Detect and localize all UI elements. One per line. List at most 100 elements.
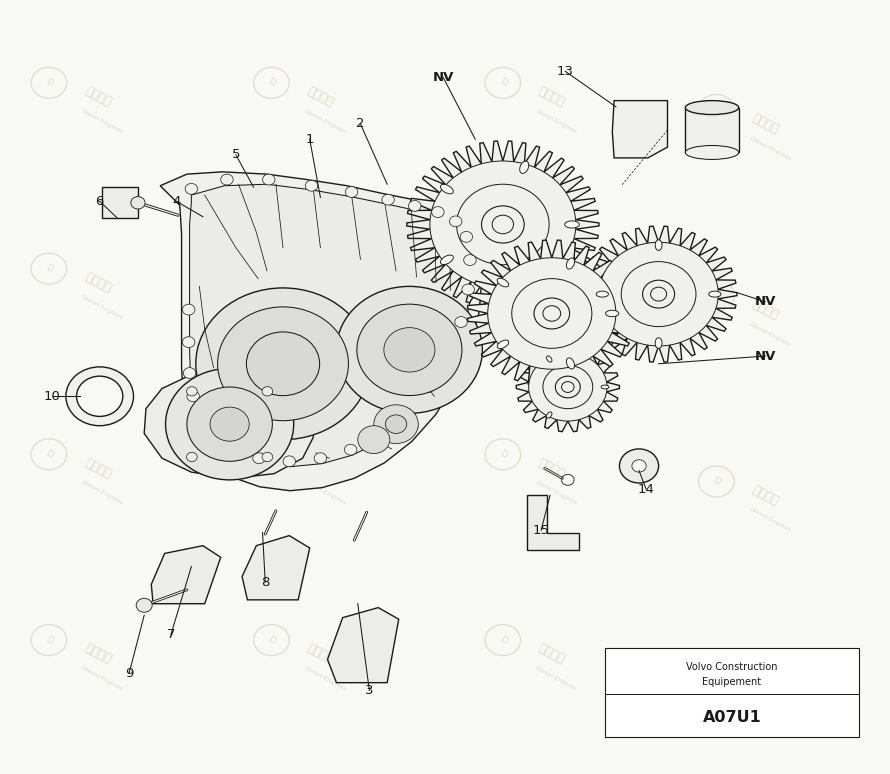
Circle shape [314, 453, 327, 464]
Circle shape [409, 200, 421, 211]
Circle shape [229, 444, 241, 454]
Text: 紫发动力: 紫发动力 [537, 456, 567, 481]
Circle shape [283, 456, 295, 467]
Polygon shape [160, 172, 485, 491]
Circle shape [196, 288, 370, 440]
Circle shape [651, 287, 667, 301]
Text: NV: NV [755, 296, 776, 308]
Text: Diesel-Engines: Diesel-Engines [303, 108, 346, 135]
Circle shape [253, 453, 265, 464]
Circle shape [182, 304, 195, 315]
Circle shape [384, 327, 435, 372]
Polygon shape [467, 240, 636, 387]
Ellipse shape [596, 291, 609, 297]
Text: Diesel-Engines: Diesel-Engines [748, 507, 791, 533]
Polygon shape [328, 608, 399, 683]
Circle shape [432, 207, 444, 217]
Text: D: D [44, 449, 54, 460]
Text: D: D [498, 449, 508, 460]
Circle shape [262, 452, 272, 461]
Circle shape [136, 598, 152, 612]
Text: 紫发动力: 紫发动力 [83, 270, 113, 295]
Text: 8: 8 [261, 576, 270, 588]
Text: Equipement: Equipement [702, 676, 762, 687]
Circle shape [345, 187, 358, 197]
Text: D: D [498, 635, 508, 646]
Text: D: D [266, 263, 277, 274]
Polygon shape [242, 536, 310, 600]
Ellipse shape [685, 101, 739, 115]
Text: 1: 1 [305, 133, 314, 146]
Circle shape [449, 216, 462, 227]
Circle shape [492, 215, 514, 234]
Ellipse shape [601, 385, 609, 389]
Circle shape [460, 231, 473, 242]
Text: 紫发动力: 紫发动力 [537, 270, 567, 295]
Text: 10: 10 [44, 390, 60, 402]
Text: D: D [711, 662, 722, 673]
Circle shape [336, 286, 482, 413]
Circle shape [488, 258, 616, 369]
Text: 紫发动力: 紫发动力 [750, 669, 781, 694]
Circle shape [221, 174, 233, 185]
Text: D: D [44, 263, 54, 274]
Text: D: D [266, 77, 277, 88]
Text: Diesel-Engines: Diesel-Engines [303, 294, 346, 320]
Ellipse shape [605, 310, 619, 317]
Ellipse shape [546, 356, 552, 362]
Text: Diesel-Engines: Diesel-Engines [303, 666, 346, 692]
Text: Diesel-Engines: Diesel-Engines [748, 321, 791, 348]
Circle shape [382, 194, 394, 205]
Text: 13: 13 [556, 65, 574, 77]
Circle shape [632, 460, 646, 472]
Text: D: D [266, 449, 277, 460]
Polygon shape [407, 141, 599, 308]
Text: 7: 7 [166, 628, 175, 641]
Circle shape [621, 262, 696, 327]
Polygon shape [580, 226, 737, 362]
Text: NV: NV [433, 71, 454, 84]
Ellipse shape [566, 258, 575, 269]
Circle shape [344, 444, 357, 455]
Ellipse shape [546, 412, 552, 418]
Circle shape [182, 337, 195, 348]
Polygon shape [516, 342, 619, 432]
Ellipse shape [655, 337, 662, 348]
Circle shape [543, 365, 593, 409]
Circle shape [185, 183, 198, 194]
Text: 6: 6 [95, 195, 104, 207]
Polygon shape [612, 101, 668, 158]
Ellipse shape [655, 240, 662, 251]
Text: Diesel-Engines: Diesel-Engines [81, 480, 124, 506]
Ellipse shape [520, 276, 529, 288]
Ellipse shape [566, 358, 575, 369]
Circle shape [481, 206, 524, 243]
Ellipse shape [498, 340, 509, 348]
Text: A07U1: A07U1 [702, 710, 762, 724]
Text: 15: 15 [532, 524, 550, 536]
Ellipse shape [441, 184, 453, 194]
Text: Diesel-Engines: Diesel-Engines [535, 480, 578, 506]
Circle shape [305, 180, 318, 191]
Circle shape [441, 349, 453, 360]
Circle shape [373, 430, 385, 440]
Circle shape [66, 367, 134, 426]
Polygon shape [527, 495, 578, 550]
Ellipse shape [498, 279, 509, 287]
Circle shape [385, 415, 407, 433]
Ellipse shape [441, 255, 453, 265]
Circle shape [77, 376, 123, 416]
Polygon shape [144, 370, 313, 478]
Text: Diesel-Engines: Diesel-Engines [303, 480, 346, 506]
Ellipse shape [564, 221, 579, 228]
Circle shape [462, 284, 474, 295]
Text: Diesel-Engines: Diesel-Engines [748, 693, 791, 719]
Text: D: D [266, 635, 277, 646]
Text: 2: 2 [356, 118, 365, 130]
Circle shape [263, 174, 275, 185]
Polygon shape [151, 546, 221, 604]
Circle shape [187, 391, 199, 402]
Text: Diesel-Engines: Diesel-Engines [81, 108, 124, 135]
Circle shape [555, 376, 580, 398]
Text: Diesel-Engines: Diesel-Engines [748, 135, 791, 162]
